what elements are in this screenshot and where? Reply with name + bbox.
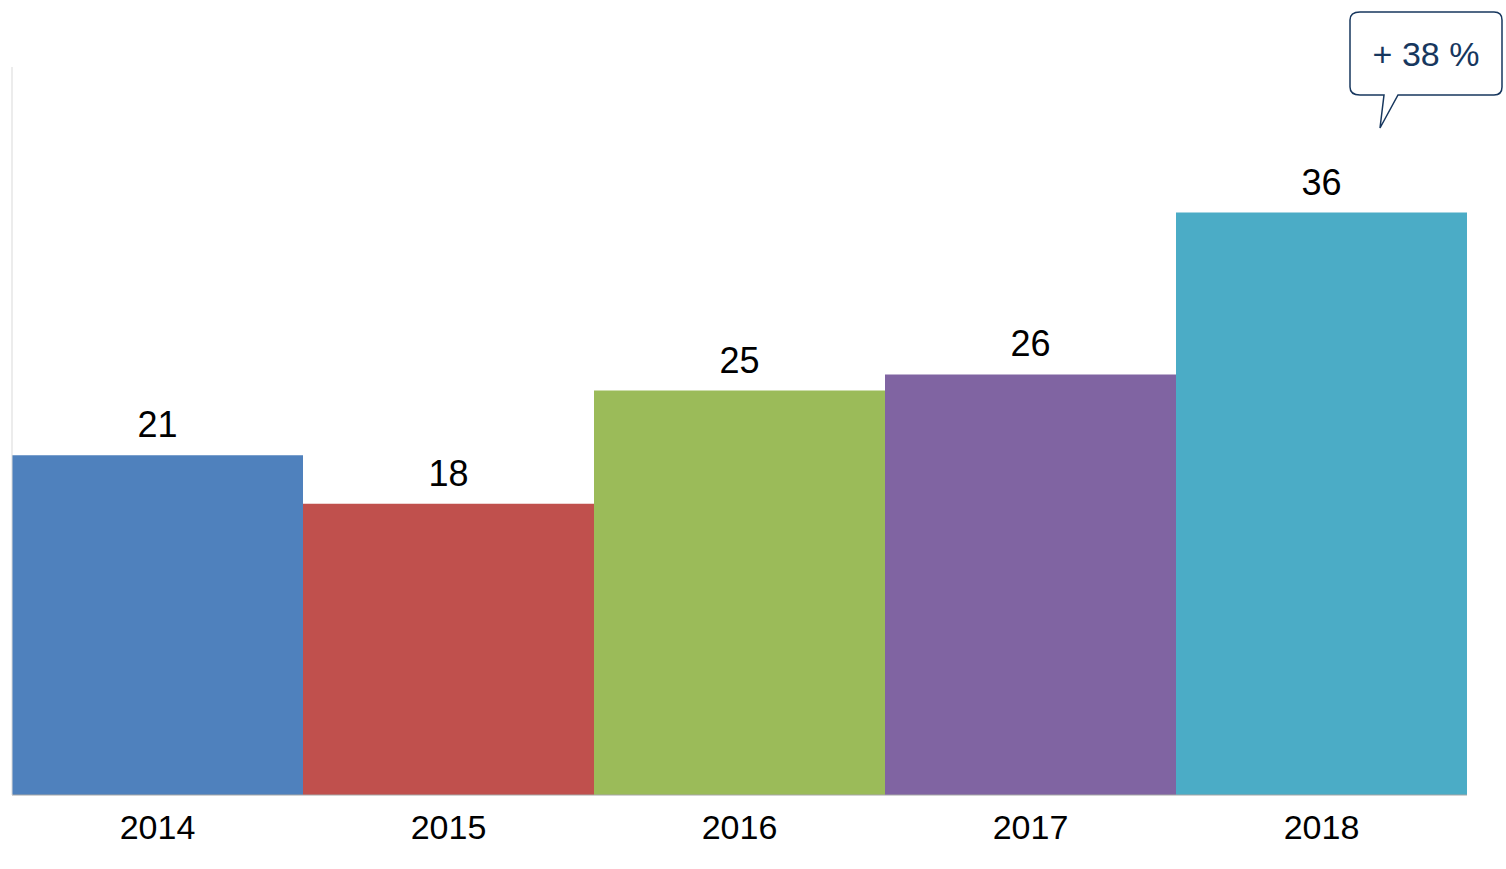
svg-text:2015: 2015: [411, 808, 487, 846]
svg-text:+ 38 %: + 38 %: [1373, 35, 1480, 73]
svg-text:25: 25: [719, 340, 759, 381]
svg-text:36: 36: [1301, 162, 1341, 203]
svg-text:2018: 2018: [1284, 808, 1360, 846]
svg-text:2014: 2014: [120, 808, 196, 846]
svg-text:21: 21: [137, 404, 177, 445]
svg-text:2016: 2016: [702, 808, 778, 846]
svg-text:18: 18: [428, 453, 468, 494]
svg-text:2017: 2017: [993, 808, 1069, 846]
svg-text:26: 26: [1010, 323, 1050, 364]
